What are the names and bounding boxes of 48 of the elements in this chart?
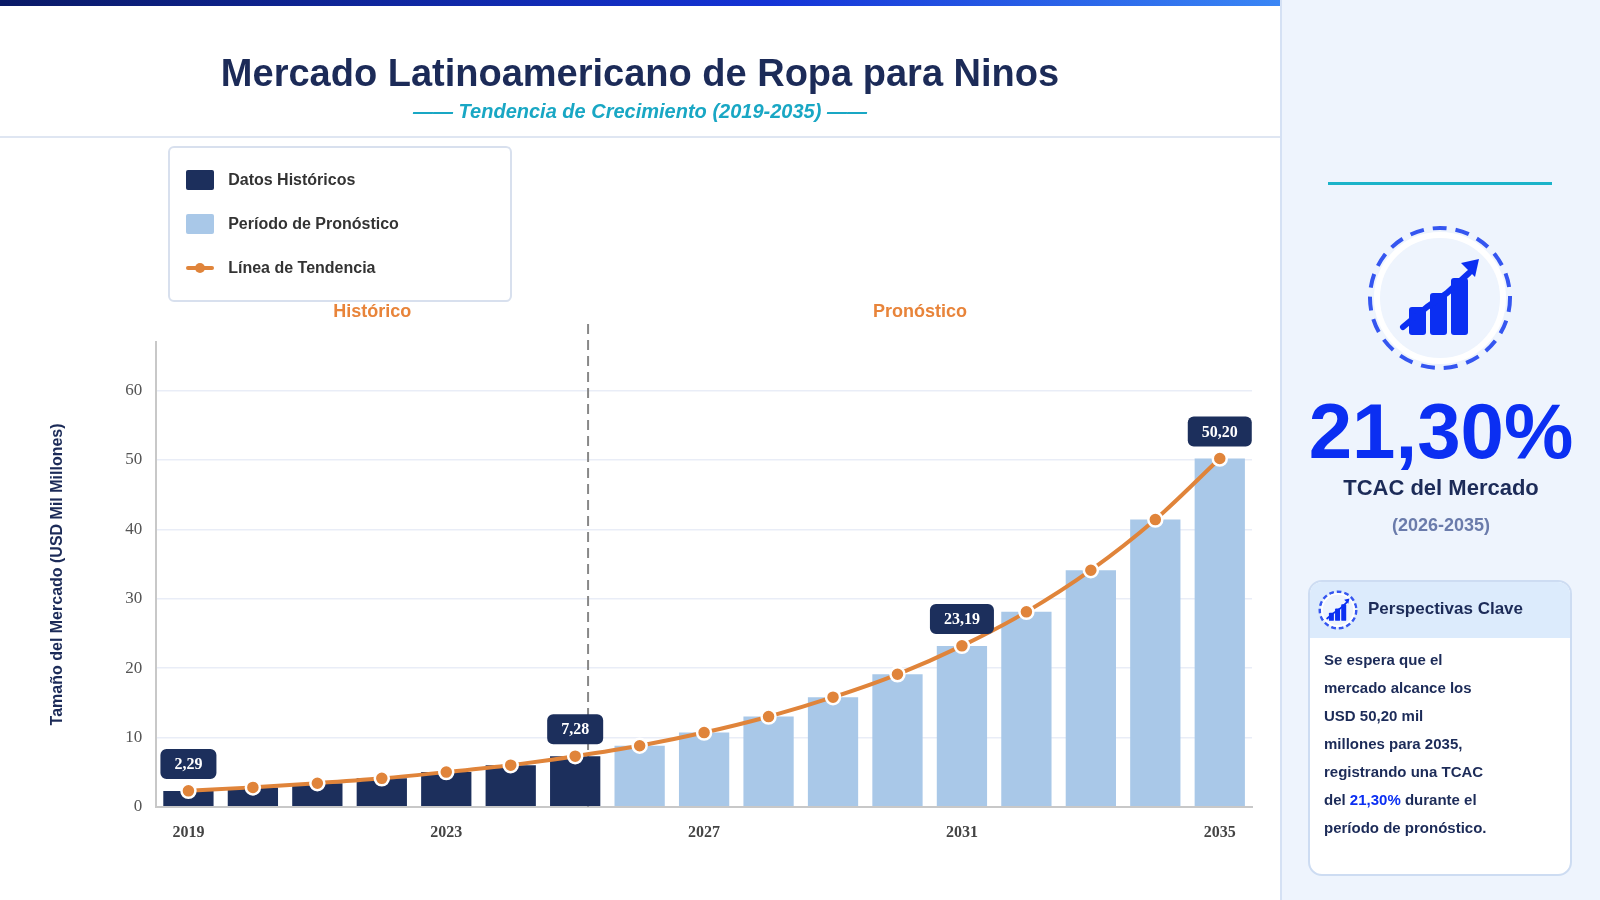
point bbox=[695, 724, 713, 741]
y-tick-label: 40 bbox=[125, 518, 143, 538]
y-tick-label: 50 bbox=[125, 449, 143, 469]
legend-label: Línea de Tendencia bbox=[228, 259, 376, 277]
y-tick-label: 60 bbox=[125, 380, 143, 400]
bar bbox=[1065, 570, 1116, 807]
bar bbox=[1130, 519, 1181, 807]
chart-subtitle: —— Tendencia de Crecimiento (2019-2035) —— bbox=[412, 100, 868, 123]
bar bbox=[614, 745, 665, 807]
bar bbox=[1001, 611, 1052, 807]
x-tick-label: 2035 bbox=[1203, 822, 1236, 840]
bar bbox=[807, 697, 859, 807]
y-tick-label: 30 bbox=[125, 588, 143, 608]
point bbox=[760, 708, 777, 725]
point bbox=[1147, 511, 1164, 528]
bar bbox=[936, 645, 988, 807]
x-tick-label: 2023 bbox=[430, 822, 463, 840]
point bbox=[1211, 450, 1229, 467]
chart-title: Mercado Latinoamericano de Ropa para Ninos bbox=[219, 52, 1061, 95]
x-tick-label: 2019 bbox=[172, 822, 205, 840]
bar bbox=[485, 765, 536, 807]
text: Histórico bbox=[333, 300, 412, 321]
legend-label: Período de Pronóstico bbox=[228, 215, 399, 233]
bar bbox=[550, 756, 601, 807]
bar bbox=[743, 716, 794, 807]
data-label: 2,29 bbox=[174, 755, 203, 773]
y-tick-label: 0 bbox=[133, 796, 143, 816]
data-label: 7,28 bbox=[561, 720, 590, 738]
text: Pronóstico bbox=[873, 300, 968, 321]
bar bbox=[678, 732, 730, 807]
text: TCAC del Mercado bbox=[1342, 475, 1540, 501]
data-label: 23,19 bbox=[943, 610, 980, 628]
bar bbox=[872, 674, 923, 807]
x-tick-label: 2031 bbox=[945, 822, 978, 840]
text: (2026-2035) bbox=[1390, 515, 1492, 536]
point bbox=[373, 770, 391, 787]
legend-label: Datos Históricos bbox=[228, 171, 356, 189]
text: Se espera que el mercado alcance los USD 50,20 mil millones para 2035, registrando una TCAC del 21,30% durante el período de pronóstico. bbox=[1324, 651, 1487, 836]
point bbox=[631, 737, 648, 754]
data-label: 50,20 bbox=[1201, 422, 1238, 440]
x-tick-label: 2027 bbox=[688, 822, 721, 840]
text: Perspectivas Clave bbox=[1368, 599, 1523, 619]
point bbox=[889, 666, 906, 683]
text: 21,30% bbox=[1307, 386, 1575, 477]
y-axis-title: Tamaño del Mercado (USD Mil Millones) bbox=[48, 423, 66, 726]
y-tick-label: 10 bbox=[125, 726, 143, 746]
y-tick-label: 20 bbox=[125, 657, 143, 677]
bar bbox=[1194, 458, 1245, 807]
